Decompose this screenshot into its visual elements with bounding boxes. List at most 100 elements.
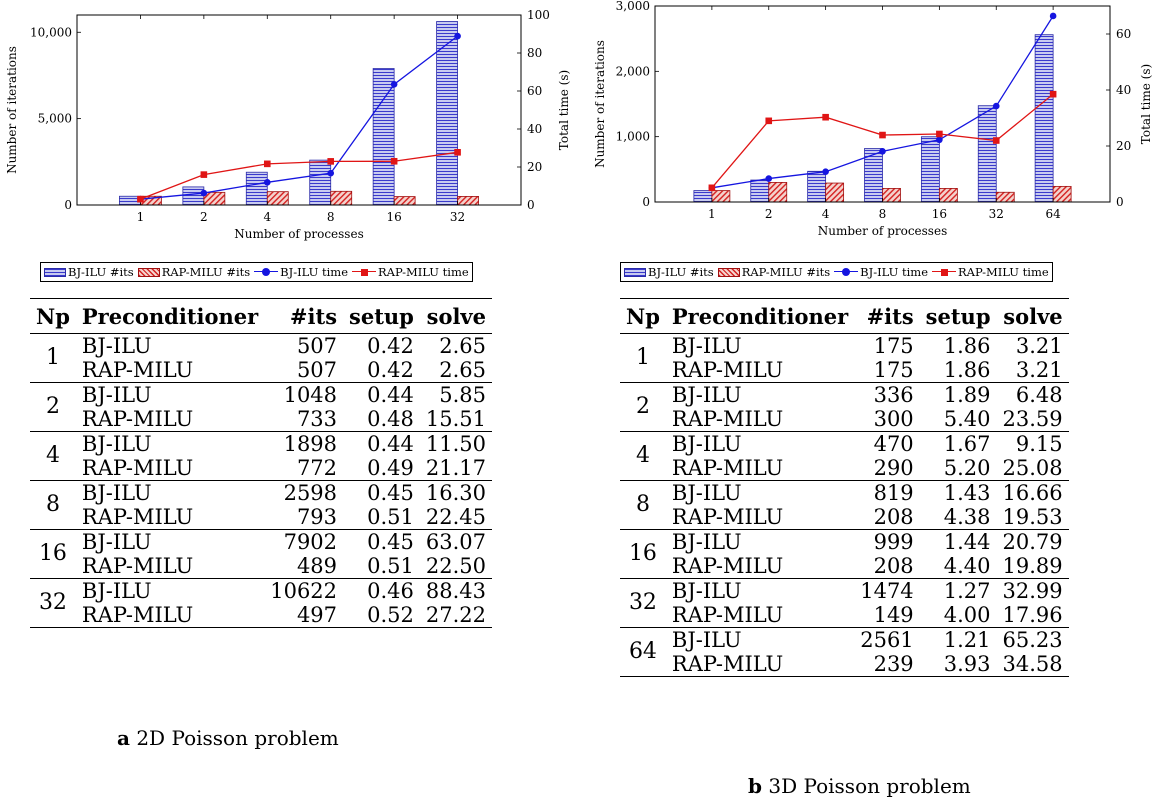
value-cell: 0.42 bbox=[367, 334, 414, 358]
legend-swatch-blue bbox=[44, 267, 66, 277]
preconditioner-cell: RAP-MILU bbox=[671, 554, 784, 578]
table-row: RAP-MILU 300 5.40 23.59 bbox=[620, 407, 1069, 432]
value-cell: 793 bbox=[296, 505, 338, 529]
preconditioner-cell: BJ-ILU bbox=[665, 480, 855, 505]
x-axis-label: Number of processes bbox=[818, 224, 947, 238]
point-bj-ilu-time bbox=[822, 168, 829, 176]
point-rap-milu-time bbox=[390, 157, 398, 165]
value-cell: 16.30 bbox=[419, 480, 492, 505]
np-cell: 1 bbox=[635, 345, 650, 370]
value-cell: 11.50 bbox=[419, 431, 492, 456]
column-header: solve bbox=[996, 298, 1069, 334]
preconditioner-cell: BJ-ILU bbox=[75, 431, 265, 456]
preconditioner-cell: RAP-MILU bbox=[81, 456, 194, 480]
point-bj-ilu-time bbox=[765, 175, 773, 182]
bar-rap-milu-its bbox=[938, 188, 958, 203]
caption-text: 2D Poisson problem bbox=[136, 726, 339, 750]
table-row: 1 BJ-ILU 175 1.86 3.21 bbox=[620, 334, 1069, 369]
preconditioner-cell: BJ-ILU bbox=[75, 529, 265, 554]
column-header: solve bbox=[419, 298, 492, 334]
value-cell: 0.44 bbox=[343, 431, 420, 456]
np-cell: 4 bbox=[620, 431, 666, 481]
column-header: setup bbox=[919, 298, 997, 334]
legend-label: RAP-MILU time bbox=[378, 265, 469, 279]
preconditioner-cell: BJ-ILU bbox=[671, 334, 742, 358]
value-cell: 7902 bbox=[264, 529, 344, 554]
value-cell: 10622 bbox=[264, 578, 344, 603]
legend-line-red bbox=[352, 267, 377, 277]
column-header: Np bbox=[620, 298, 666, 334]
table-row: RAP-MILU 793 0.51 22.45 bbox=[30, 505, 492, 530]
caption-letter: b bbox=[748, 774, 762, 798]
value-cell: 6.48 bbox=[996, 382, 1069, 407]
value-cell: 27.22 bbox=[425, 603, 486, 627]
value-cell: 999 bbox=[854, 529, 920, 554]
point-bj-ilu-time bbox=[454, 32, 461, 40]
y2-tick-label: 40 bbox=[527, 122, 542, 136]
preconditioner-cell: BJ-ILU bbox=[75, 480, 265, 505]
x-tick-label: 16 bbox=[932, 207, 947, 221]
value-cell: 88.43 bbox=[419, 578, 492, 603]
value-cell: 0.42 bbox=[367, 358, 414, 382]
value-cell: 290 bbox=[873, 456, 914, 480]
value-cell: 1.44 bbox=[919, 529, 997, 554]
y2-tick-label: 100 bbox=[527, 8, 550, 22]
point-rap-milu-time bbox=[327, 158, 335, 165]
value-cell: 0.46 bbox=[343, 578, 420, 603]
value-cell: 0.45 bbox=[343, 529, 420, 554]
bar-rap-milu-its bbox=[330, 190, 353, 206]
point-bj-ilu-time bbox=[992, 102, 1000, 110]
column-header: #its bbox=[854, 298, 920, 334]
legend-2d: BJ-ILU #its RAP-MILU #its BJ-ILU time RA… bbox=[40, 262, 473, 282]
preconditioner-cell: BJ-ILU bbox=[665, 627, 855, 652]
bar-bj-ilu-its bbox=[750, 179, 770, 203]
table-row: RAP-MILU 507 0.42 2.65 bbox=[30, 358, 492, 383]
preconditioner-cell: RAP-MILU bbox=[81, 407, 194, 431]
preconditioner-cell: BJ-ILU bbox=[665, 529, 855, 554]
value-cell: 34.58 bbox=[1002, 652, 1063, 676]
table-row: RAP-MILU 772 0.49 21.17 bbox=[30, 456, 492, 481]
legend-item-rap-time: RAP-MILU time bbox=[932, 265, 1049, 279]
point-bj-ilu-time bbox=[327, 169, 335, 177]
table-row: RAP-MILU 208 4.40 19.89 bbox=[620, 554, 1069, 579]
legend-item-rap-time: RAP-MILU time bbox=[352, 265, 469, 279]
value-cell: 2561 bbox=[854, 627, 920, 652]
value-cell: 32.99 bbox=[996, 578, 1069, 603]
point-rap-milu-time bbox=[263, 160, 271, 168]
legend-label: RAP-MILU #its bbox=[161, 265, 251, 279]
value-cell: 0.51 bbox=[367, 554, 414, 578]
value-cell: 20.79 bbox=[996, 529, 1069, 554]
bar-rap-milu-its bbox=[995, 191, 1015, 203]
point-bj-ilu-time bbox=[200, 189, 208, 197]
np-cell: 4 bbox=[30, 431, 76, 481]
value-cell: 175 bbox=[873, 358, 914, 382]
np-cell: 32 bbox=[30, 578, 76, 628]
legend-label: BJ-ILU #its bbox=[68, 265, 134, 279]
point-bj-ilu-time bbox=[936, 136, 943, 144]
results-table-3d: Np Preconditioner #its setup solve 1 BJ-ILU 175… bbox=[620, 298, 1069, 677]
value-cell: 336 bbox=[854, 382, 920, 407]
line-bj-ilu-time bbox=[140, 35, 458, 200]
legend-item-rap-its: RAP-MILU #its bbox=[137, 265, 251, 279]
np-cell: 1 bbox=[45, 345, 60, 370]
bar-bj-ilu-its bbox=[245, 171, 268, 206]
x-tick-label: 32 bbox=[989, 207, 1004, 221]
legend-swatch-blue bbox=[624, 267, 646, 277]
x-tick-label: 16 bbox=[387, 210, 402, 224]
legend-label: BJ-ILU time bbox=[280, 265, 349, 279]
table-row: 8 BJ-ILU 819 1.43 16.66 bbox=[620, 480, 1069, 530]
point-rap-milu-time bbox=[708, 184, 716, 192]
value-cell: 819 bbox=[854, 480, 920, 505]
chart-2d: 1 2 4 8 16 32 0 5,000 10,000 0 20 40 60 80 100 Number o… bbox=[5, 8, 571, 241]
table-row: 16 BJ-ILU 7902 0.45 63.07 bbox=[30, 529, 492, 579]
bar-rap-milu-its bbox=[457, 196, 479, 206]
np-cell: 32 bbox=[620, 578, 666, 628]
point-rap-milu-time bbox=[936, 130, 943, 138]
table-row: 16 BJ-ILU 999 1.44 20.79 bbox=[620, 529, 1069, 579]
y2-tick-label: 0 bbox=[527, 198, 535, 212]
point-bj-ilu-time bbox=[1049, 12, 1057, 20]
value-cell: 0.48 bbox=[367, 407, 414, 431]
table-row: RAP-MILU 497 0.52 27.22 bbox=[30, 603, 492, 628]
value-cell: 0.51 bbox=[367, 505, 414, 529]
value-cell: 772 bbox=[296, 456, 338, 480]
